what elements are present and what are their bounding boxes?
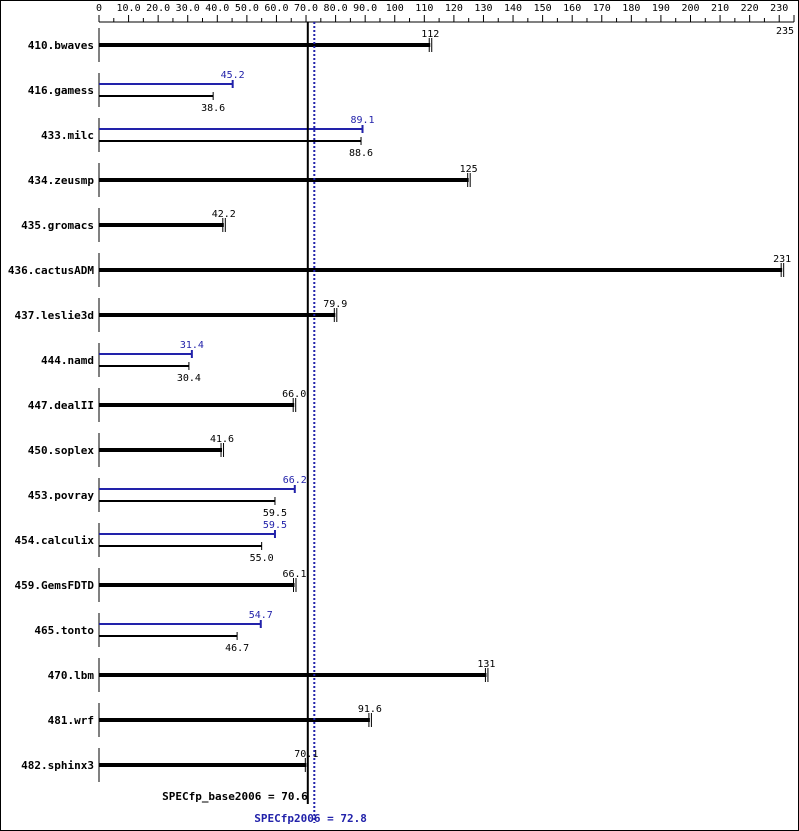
bar-peak-value-label: 66.2	[283, 475, 307, 486]
x-tick-label: 190	[652, 3, 670, 14]
x-tick-label: 70.0	[294, 3, 318, 14]
benchmark-label: 444.namd	[41, 354, 94, 367]
x-tick-label: 130	[474, 3, 492, 14]
x-tick-label: 110	[415, 3, 433, 14]
x-tick-label: 120	[445, 3, 463, 14]
x-tick-label: 170	[593, 3, 611, 14]
benchmark-label: 482.sphinx3	[21, 759, 94, 772]
bar-value-label: 42.2	[212, 209, 236, 220]
bar-peak-value-label: 54.7	[249, 610, 273, 621]
bar-value-label: 91.6	[358, 704, 382, 715]
bar-value-label: 66.1	[282, 569, 306, 580]
x-tick-label: 20.0	[146, 3, 170, 14]
bar-peak-value-label: 89.1	[350, 115, 374, 126]
bar-base-value-label: 38.6	[201, 103, 225, 114]
bar-value-label: 112	[421, 29, 439, 40]
bar-peak-value-label: 31.4	[180, 340, 204, 351]
x-tick-label: 150	[534, 3, 552, 14]
bar-value-label: 66.0	[282, 389, 306, 400]
bar-value-label: 125	[460, 164, 478, 175]
peak-reference-label: SPECfp2006 = 72.8	[254, 812, 367, 825]
bar-value-label: 231	[773, 254, 791, 265]
benchmark-label: 434.zeusmp	[28, 174, 95, 187]
x-tick-label: 220	[741, 3, 759, 14]
bar-value-label: 79.9	[323, 299, 347, 310]
benchmark-label: 436.cactusADM	[8, 264, 94, 277]
bar-peak-value-label: 59.5	[263, 520, 287, 531]
bar-base-value-label: 55.0	[250, 553, 274, 564]
bar-value-label: 41.6	[210, 434, 234, 445]
benchmark-label: 470.lbm	[48, 669, 95, 682]
x-tick-label: 180	[622, 3, 640, 14]
benchmark-label: 481.wrf	[48, 714, 94, 727]
x-tick-label: 230	[770, 3, 788, 14]
benchmark-label: 447.dealII	[28, 399, 94, 412]
x-tick-label: 50.0	[235, 3, 259, 14]
benchmark-label: 453.povray	[28, 489, 95, 502]
benchmark-label: 416.gamess	[28, 84, 94, 97]
x-tick-label: 60.0	[264, 3, 288, 14]
x-tick-label: 100	[386, 3, 404, 14]
x-tick-label: 200	[681, 3, 699, 14]
x-tick-label: 0	[96, 3, 102, 14]
x-tick-label: 210	[711, 3, 729, 14]
bar-base-value-label: 88.6	[349, 148, 373, 159]
bar-base-value-label: 46.7	[225, 643, 249, 654]
x-tick-label: 160	[563, 3, 581, 14]
benchmark-label: 459.GemsFDTD	[15, 579, 95, 592]
benchmark-label: 410.bwaves	[28, 39, 94, 52]
x-tick-label: 40.0	[205, 3, 229, 14]
x-tick-label: 80.0	[324, 3, 348, 14]
benchmark-label: 435.gromacs	[21, 219, 94, 232]
benchmark-label: 454.calculix	[15, 534, 95, 547]
bar-peak-value-label: 45.2	[221, 70, 245, 81]
bar-value-label: 70.1	[294, 749, 318, 760]
x-tick-label: 235	[776, 26, 794, 37]
bar-base-value-label: 59.5	[263, 508, 287, 519]
x-tick-label: 10.0	[117, 3, 141, 14]
x-tick-label: 30.0	[176, 3, 200, 14]
benchmark-label: 433.milc	[41, 129, 94, 142]
bar-value-label: 131	[477, 659, 495, 670]
x-tick-label: 140	[504, 3, 522, 14]
benchmark-label: 437.leslie3d	[15, 309, 94, 322]
benchmark-label: 465.tonto	[34, 624, 94, 637]
base-reference-label: SPECfp_base2006 = 70.6	[162, 790, 308, 803]
benchmark-label: 450.soplex	[28, 444, 95, 457]
bar-base-value-label: 30.4	[177, 373, 201, 384]
x-tick-label: 90.0	[353, 3, 377, 14]
